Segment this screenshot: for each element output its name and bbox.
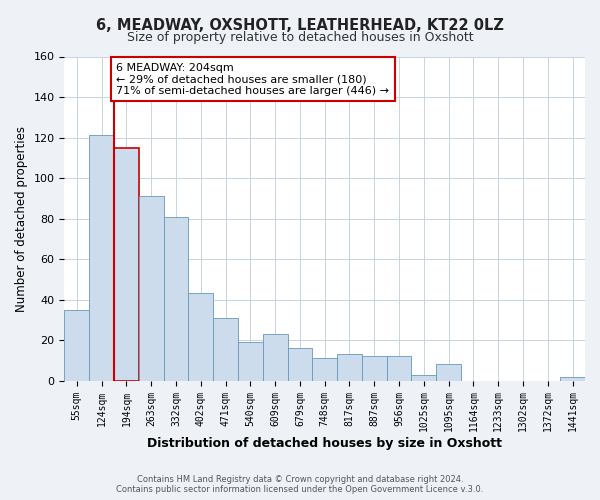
Bar [188, 294, 213, 380]
Text: 6, MEADWAY, OXSHOTT, LEATHERHEAD, KT22 0LZ: 6, MEADWAY, OXSHOTT, LEATHERHEAD, KT22 0… [96, 18, 504, 32]
Bar [337, 354, 362, 380]
Bar [412, 374, 436, 380]
Bar [263, 334, 287, 380]
X-axis label: Distribution of detached houses by size in Oxshott: Distribution of detached houses by size … [147, 437, 502, 450]
Bar [560, 376, 585, 380]
Bar [436, 364, 461, 380]
Bar [139, 196, 164, 380]
Text: Contains HM Land Registry data © Crown copyright and database right 2024.
Contai: Contains HM Land Registry data © Crown c… [116, 474, 484, 494]
Bar [287, 348, 313, 380]
Bar [213, 318, 238, 380]
Bar [164, 216, 188, 380]
Text: 6 MEADWAY: 204sqm
← 29% of detached houses are smaller (180)
71% of semi-detache: 6 MEADWAY: 204sqm ← 29% of detached hous… [116, 62, 389, 96]
Bar [313, 358, 337, 380]
Bar [386, 356, 412, 380]
Y-axis label: Number of detached properties: Number of detached properties [15, 126, 28, 312]
Bar [64, 310, 89, 380]
Text: Size of property relative to detached houses in Oxshott: Size of property relative to detached ho… [127, 31, 473, 44]
Bar [238, 342, 263, 380]
Bar [89, 136, 114, 380]
Bar [362, 356, 386, 380]
Bar [114, 148, 139, 380]
